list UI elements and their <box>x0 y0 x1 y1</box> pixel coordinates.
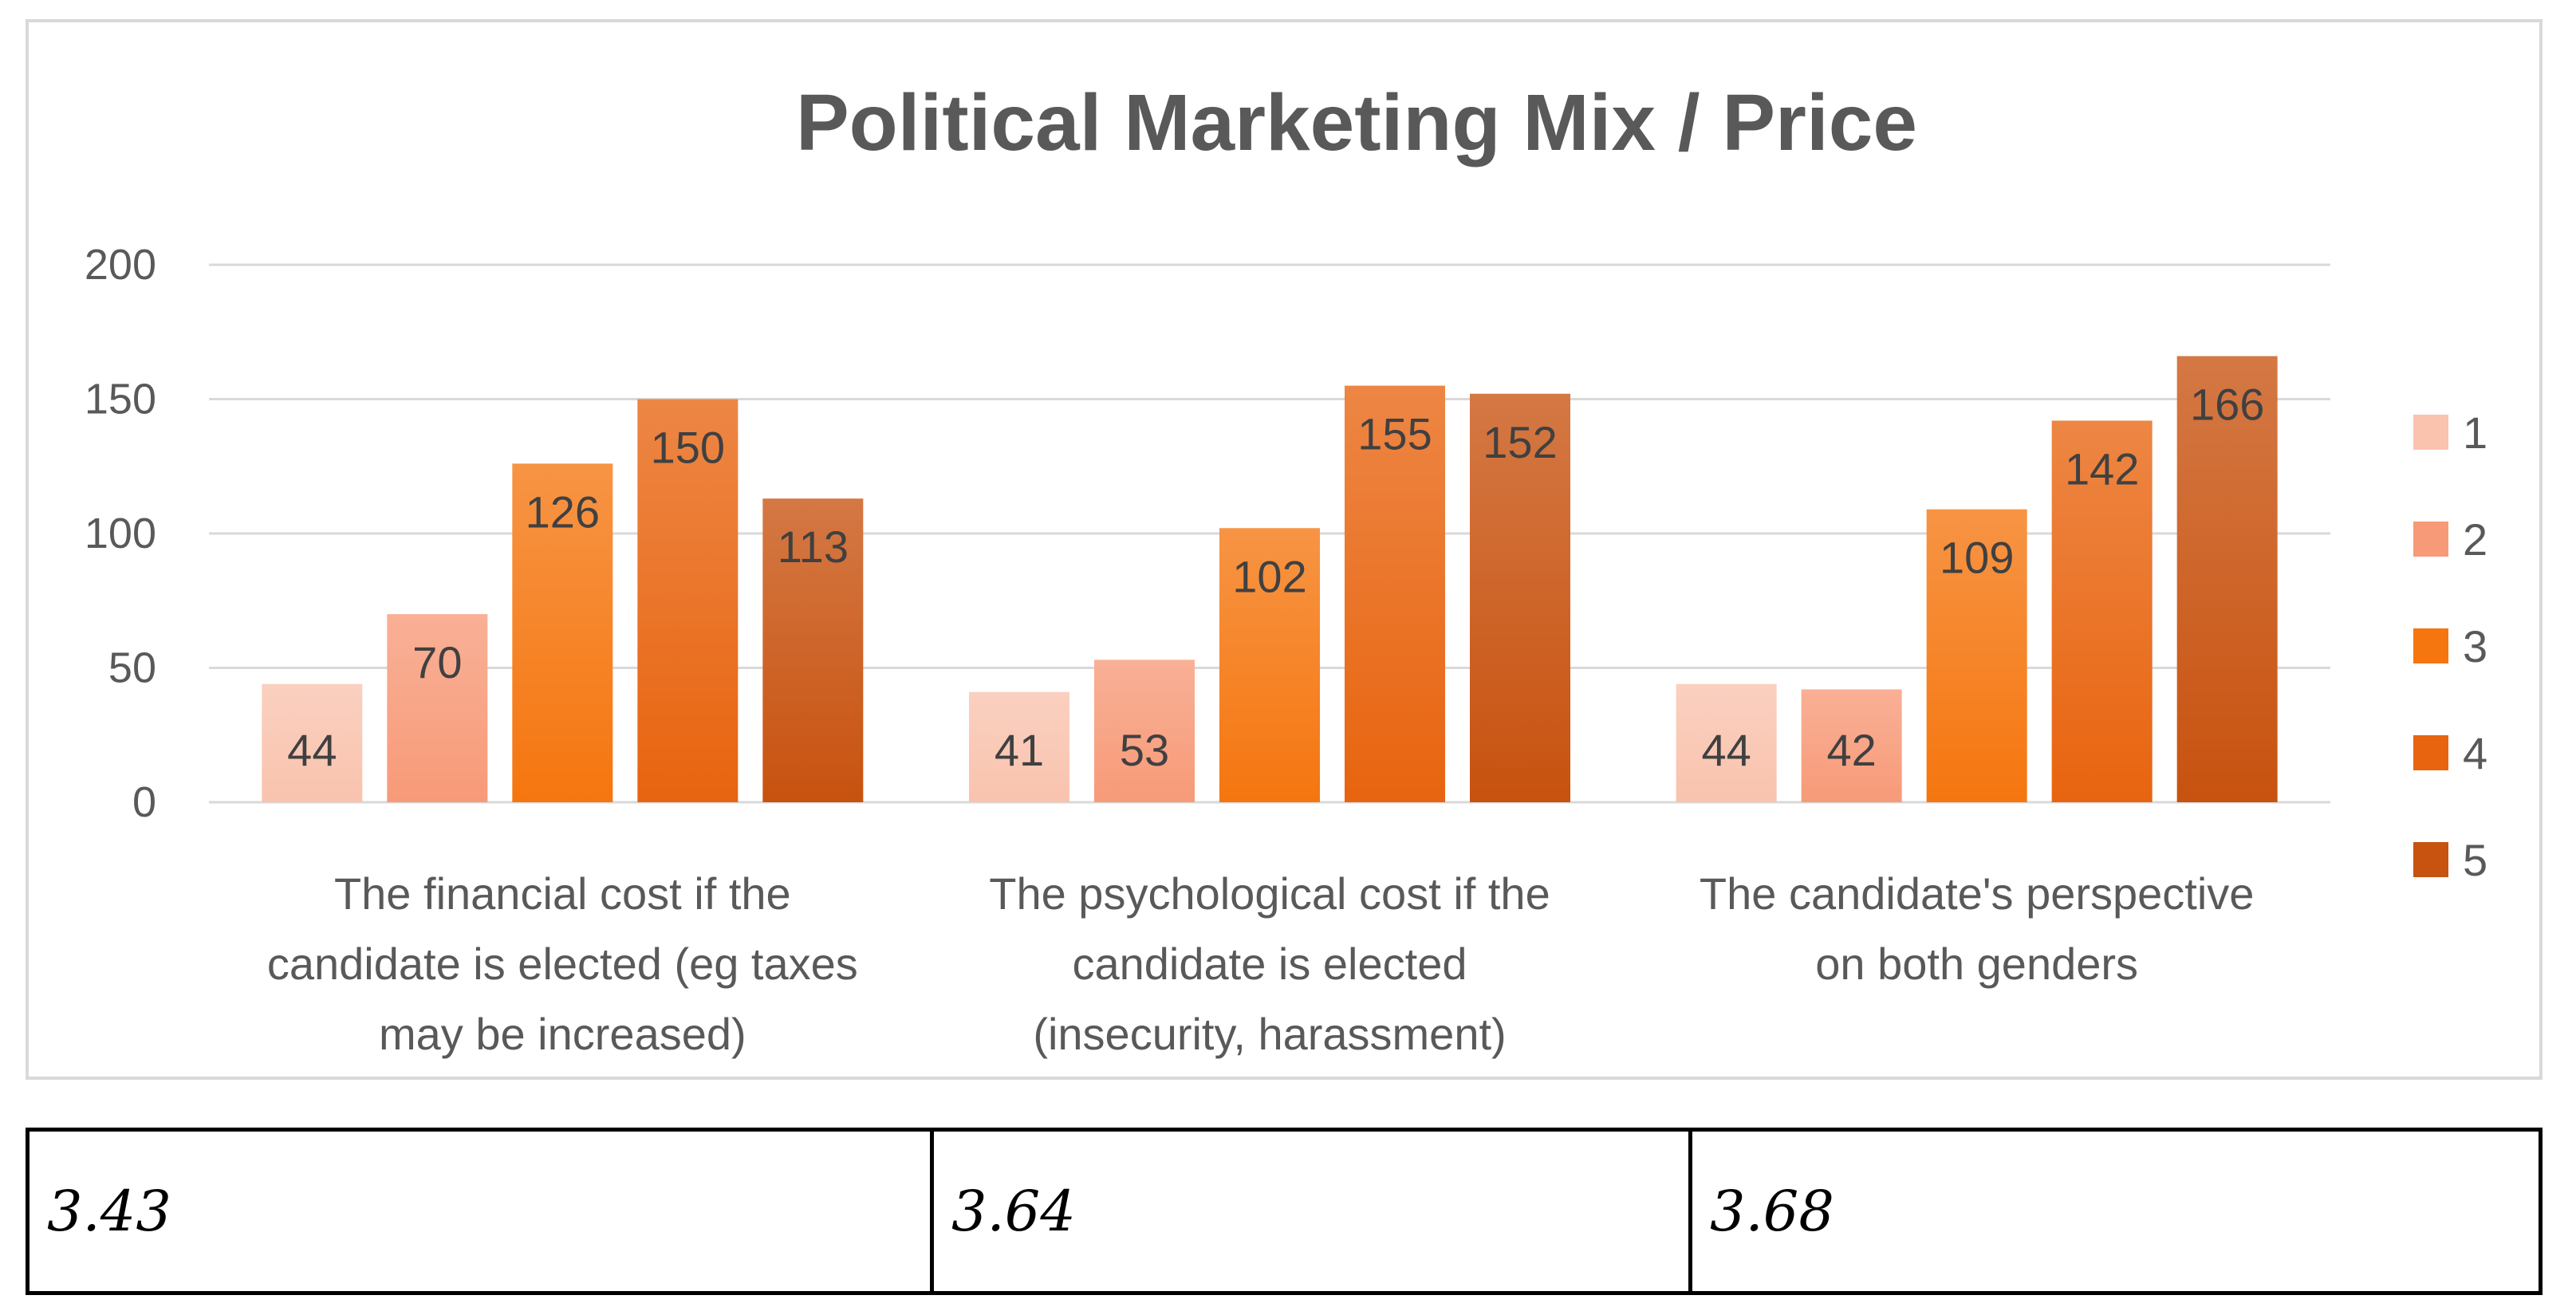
bar <box>1801 689 1902 802</box>
bar <box>1094 659 1195 802</box>
legend-label: 4 <box>2463 728 2487 778</box>
category-label: may be increased) <box>379 1009 746 1059</box>
bar <box>387 614 488 802</box>
data-label: 44 <box>1702 725 1751 775</box>
bar <box>1676 683 1777 802</box>
data-label: 42 <box>1827 725 1877 775</box>
category-label: candidate is elected <box>1072 939 1467 989</box>
bar <box>1345 385 1445 802</box>
y-tick-label: 0 <box>132 778 156 826</box>
bar <box>1470 393 1570 802</box>
bar <box>637 399 739 802</box>
bar <box>2051 420 2153 802</box>
category-label: (insecurity, harassment) <box>1033 1009 1506 1059</box>
data-label: 166 <box>2190 380 2264 430</box>
legend-label: 5 <box>2463 835 2487 885</box>
y-tick-label: 200 <box>85 241 156 289</box>
data-label: 44 <box>287 725 337 775</box>
legend: 1 2 3 4 5 <box>2413 407 2487 885</box>
legend-swatch <box>2413 628 2448 663</box>
data-label: 142 <box>2065 443 2139 494</box>
data-label: 70 <box>412 637 462 687</box>
data-label: 102 <box>1232 551 1306 601</box>
data-label: 109 <box>1940 533 2014 583</box>
bar <box>262 683 363 802</box>
category-label: on both genders <box>1815 939 2138 989</box>
data-label: 113 <box>778 522 849 572</box>
x-axis-labels: The financial cost if the candidate is el… <box>267 868 2255 1059</box>
data-label: 150 <box>651 423 725 473</box>
data-labels: 44 70 126 150 113 41 53 102 155 152 44 42 109 142 166 <box>287 380 2264 775</box>
bar <box>762 498 864 802</box>
summary-table: 3.43 3.64 3.68 <box>26 1128 2543 1295</box>
table-row: 3.43 3.64 3.68 <box>26 1128 2543 1295</box>
category-label: candidate is elected (eg taxes <box>267 939 858 989</box>
legend-swatch <box>2413 522 2448 557</box>
bar <box>1926 509 2027 802</box>
y-tick-label: 50 <box>108 644 156 692</box>
bar <box>2176 356 2278 803</box>
table-cell-mean-1: 3.43 <box>26 1128 934 1295</box>
bar-chart: Political Marketing Mix / Price 05010015… <box>85 78 2487 1059</box>
data-label: 41 <box>995 725 1044 775</box>
legend-label: 2 <box>2463 514 2487 565</box>
category-label: The psychological cost if the <box>989 868 1550 919</box>
data-label: 53 <box>1120 725 1169 775</box>
bar <box>969 691 1069 802</box>
data-label: 155 <box>1357 409 1432 459</box>
legend-swatch <box>2413 842 2448 877</box>
legend-swatch <box>2413 735 2448 770</box>
legend-label: 1 <box>2463 407 2487 458</box>
chart-title: Political Marketing Mix / Price <box>796 78 1917 167</box>
data-label: 152 <box>1483 417 1557 467</box>
data-label: 126 <box>526 486 600 537</box>
category-label: The financial cost if the <box>334 868 791 919</box>
y-tick-label: 150 <box>85 376 156 423</box>
y-axis-ticks: 0 50 100 150 200 <box>85 241 156 826</box>
bar <box>512 463 613 802</box>
bar <box>1219 528 1320 802</box>
category-label: The candidate's perspective <box>1700 868 2255 919</box>
table-cell-mean-3: 3.68 <box>1688 1128 2543 1295</box>
table-cell-mean-2: 3.64 <box>930 1128 1692 1295</box>
chart-area: Political Marketing Mix / Price 0 50 100 15… <box>26 19 2543 1080</box>
bars <box>262 356 2278 803</box>
legend-swatch <box>2413 415 2448 450</box>
legend-label: 3 <box>2463 621 2487 671</box>
y-tick-label: 100 <box>85 510 156 557</box>
